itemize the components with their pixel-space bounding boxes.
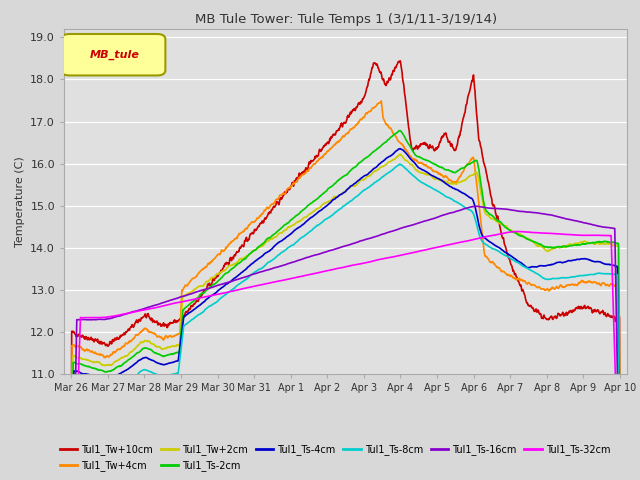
Title: MB Tule Tower: Tule Temps 1 (3/1/11-3/19/14): MB Tule Tower: Tule Temps 1 (3/1/11-3/19…	[195, 13, 497, 26]
Legend: Tul1_Tw+10cm, Tul1_Tw+4cm, Tul1_Tw+2cm, Tul1_Ts-2cm, Tul1_Ts-4cm, Tul1_Ts-8cm, T: Tul1_Tw+10cm, Tul1_Tw+4cm, Tul1_Tw+2cm, …	[56, 441, 614, 475]
FancyBboxPatch shape	[61, 34, 165, 75]
Text: MB_tule: MB_tule	[90, 49, 140, 60]
Y-axis label: Temperature (C): Temperature (C)	[15, 156, 25, 247]
